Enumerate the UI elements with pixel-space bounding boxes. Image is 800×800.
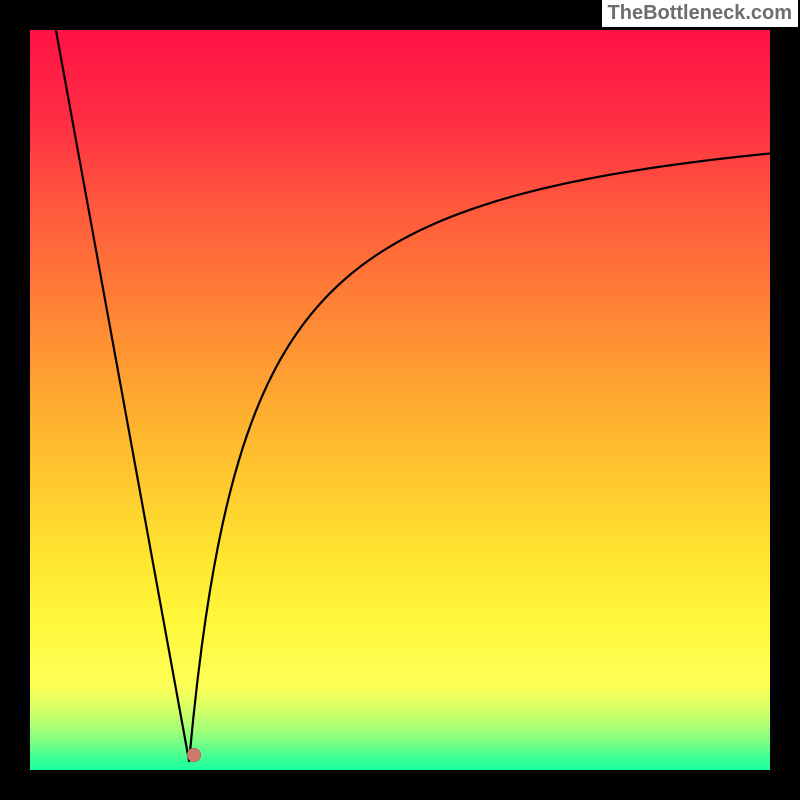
plot-area [30, 30, 770, 770]
watermark-label: TheBottleneck.com [602, 0, 798, 27]
curve-layer [30, 30, 770, 770]
figure-root: TheBottleneck.com [0, 0, 800, 800]
bottleneck-curve [56, 30, 770, 761]
